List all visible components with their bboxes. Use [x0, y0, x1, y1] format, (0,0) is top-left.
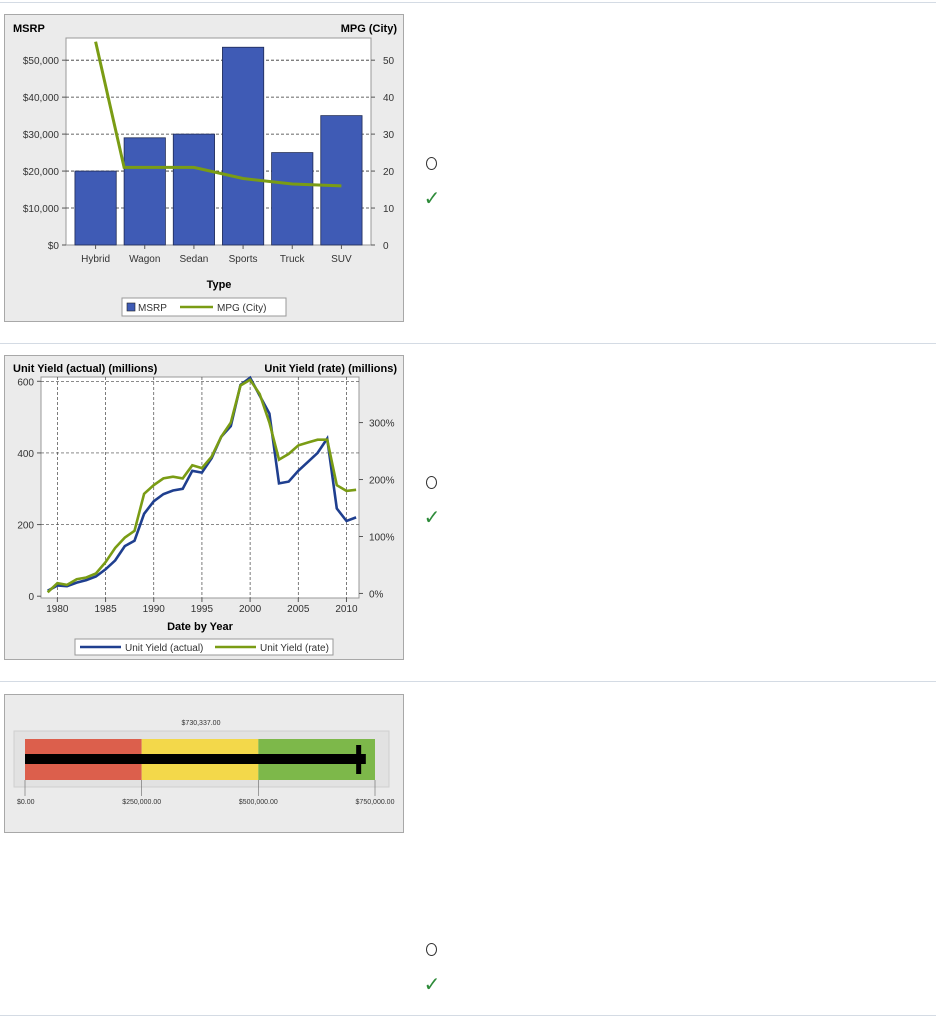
- gauge-target-marker: [356, 745, 362, 774]
- check-icon: ✓: [423, 972, 441, 996]
- x-tick-label: 2005: [287, 604, 310, 615]
- x-axis-title: Date by Year: [167, 621, 234, 633]
- x-tick-label: Hybrid: [81, 254, 110, 265]
- legend-label-actual: Unit Yield (actual): [125, 643, 203, 654]
- gauge-tick-label: $750,000.00: [356, 799, 395, 806]
- unit-yield-rate-line: [46, 378, 357, 594]
- bullet-gauge: $730,337.00 $0.00 $250,000.00 $500,000.00 $…: [5, 695, 403, 832]
- y-tick-label: 600: [17, 377, 34, 388]
- status-radio-2[interactable]: [420, 476, 444, 489]
- x-tick-label: Sports: [229, 254, 258, 265]
- y-axis-title: Unit Yield (actual) (millions): [13, 363, 158, 375]
- x-tick-label: SUV: [331, 254, 352, 265]
- y2-tick-label: 0%: [369, 589, 384, 600]
- radio-circle[interactable]: [426, 476, 437, 489]
- y-tick-label: 400: [17, 449, 34, 460]
- y2-tick-label: 10: [383, 204, 395, 215]
- gauge-tick-label: $500,000.00: [239, 799, 278, 806]
- unit-yield-chart: 0 200 400 600 0% 100% 200% 300% 1980 1985 1990 19…: [5, 356, 403, 659]
- legend: Unit Yield (actual) Unit Yield (rate): [74, 638, 334, 656]
- y-tick-label: 0: [28, 592, 34, 603]
- x-tick-label: 1985: [94, 604, 117, 615]
- unit-yield-chart-panel: 0 200 400 600 0% 100% 200% 300% 1980 1985 1990 19…: [4, 355, 404, 660]
- x-tick-label: 2000: [239, 604, 262, 615]
- check-icon: ✓: [423, 186, 441, 210]
- y-tick-label: $50,000: [23, 56, 60, 67]
- bar-sedan: [172, 133, 215, 246]
- x-tick-label: 2010: [335, 604, 358, 615]
- row-separator: [0, 343, 936, 344]
- y-tick-label: $20,000: [23, 167, 60, 178]
- y-tick-label: $30,000: [23, 130, 60, 141]
- y2-tick-label: 40: [383, 93, 395, 104]
- y2-tick-label: 300%: [369, 419, 395, 430]
- legend-label-mpg: MPG (City): [217, 303, 266, 314]
- y2-tick-label: 20: [383, 167, 395, 178]
- status-radio-1[interactable]: [420, 157, 444, 170]
- x-axis-title: Type: [207, 279, 232, 291]
- x-tick-label: Truck: [280, 254, 306, 265]
- bar-wagon: [123, 137, 166, 246]
- y2-tick-label: 50: [383, 56, 395, 67]
- gauge-tick-label: $0.00: [17, 799, 35, 806]
- row-separator: [0, 681, 936, 682]
- msrp-mpg-chart-panel: $0 $10,000 $20,000 $30,000 $40,000 $50,000 0 1…: [4, 14, 404, 322]
- y2-axis-title: Unit Yield (rate) (millions): [264, 363, 397, 375]
- y-tick-label: 200: [17, 521, 34, 532]
- x-tick-label: Sedan: [179, 254, 208, 265]
- legend-swatch-msrp: [126, 302, 136, 312]
- y2-tick-label: 100%: [369, 532, 395, 543]
- y2-tick-label: 0: [383, 241, 389, 252]
- y2-tick-label: 200%: [369, 476, 395, 487]
- unit-yield-actual-line: [47, 375, 357, 592]
- radio-circle[interactable]: [426, 943, 437, 956]
- y-tick-label: $10,000: [23, 204, 60, 215]
- status-check-3: ✓: [420, 974, 444, 995]
- bar-hybrid: [74, 170, 117, 246]
- row-separator: [0, 2, 936, 3]
- y-tick-label: $40,000: [23, 93, 60, 104]
- y-axis-title: MSRP: [13, 23, 45, 35]
- msrp-mpg-chart: $0 $10,000 $20,000 $30,000 $40,000 $50,000 0 1…: [5, 15, 403, 321]
- row-separator: [0, 1015, 936, 1016]
- x-tick-label: 1995: [191, 604, 214, 615]
- x-tick-label: Wagon: [129, 254, 160, 265]
- bar-truck: [271, 152, 314, 246]
- y-tick-label: $0: [48, 241, 60, 252]
- check-icon: ✓: [423, 505, 441, 529]
- legend-label-msrp: MSRP: [138, 303, 167, 314]
- status-check-2: ✓: [420, 507, 444, 528]
- y2-axis-title: MPG (City): [341, 23, 398, 35]
- gauge-tick-label: $250,000.00: [122, 799, 161, 806]
- status-radio-3[interactable]: [420, 943, 444, 956]
- x-tick-label: 1980: [46, 604, 69, 615]
- y2-tick-label: 30: [383, 130, 395, 141]
- bullet-gauge-panel: $730,337.00 $0.00 $250,000.00 $500,000.00 $…: [4, 694, 404, 833]
- legend: MSRP MPG (City): [121, 297, 287, 317]
- legend-label-rate: Unit Yield (rate): [260, 643, 329, 654]
- radio-circle[interactable]: [426, 157, 437, 170]
- x-tick-label: 1990: [143, 604, 166, 615]
- bar-suv: [320, 115, 363, 246]
- gauge-value-label: $730,337.00: [182, 720, 221, 727]
- gauge-value-bar: [25, 754, 366, 764]
- status-check-1: ✓: [420, 188, 444, 209]
- bar-sports: [222, 46, 265, 246]
- mpg-line: [94, 41, 342, 188]
